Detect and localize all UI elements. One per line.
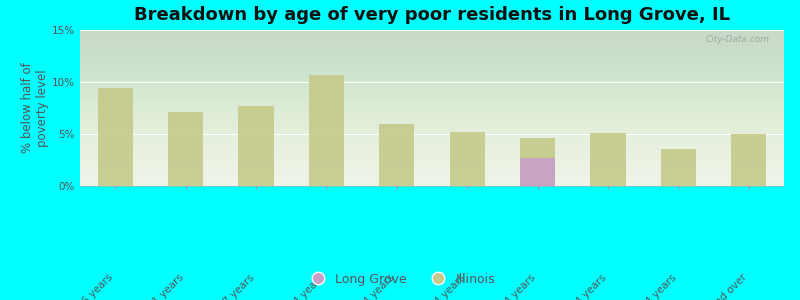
Bar [590,133,626,186]
Y-axis label: % below half of
poverty level: % below half of poverty level [22,63,50,153]
Text: City-Data.com: City-Data.com [706,35,770,44]
Bar [661,148,696,186]
Title: Breakdown by age of very poor residents in Long Grove, IL: Breakdown by age of very poor residents … [134,6,730,24]
Bar [520,158,555,186]
Legend: Long Grove, Illinois: Long Grove, Illinois [300,268,500,291]
Bar [379,124,414,186]
Bar [168,112,203,186]
Bar [520,138,555,186]
Bar [309,75,344,186]
Bar [731,134,766,186]
Bar [238,106,274,186]
Bar [450,132,485,186]
Bar [98,88,133,186]
